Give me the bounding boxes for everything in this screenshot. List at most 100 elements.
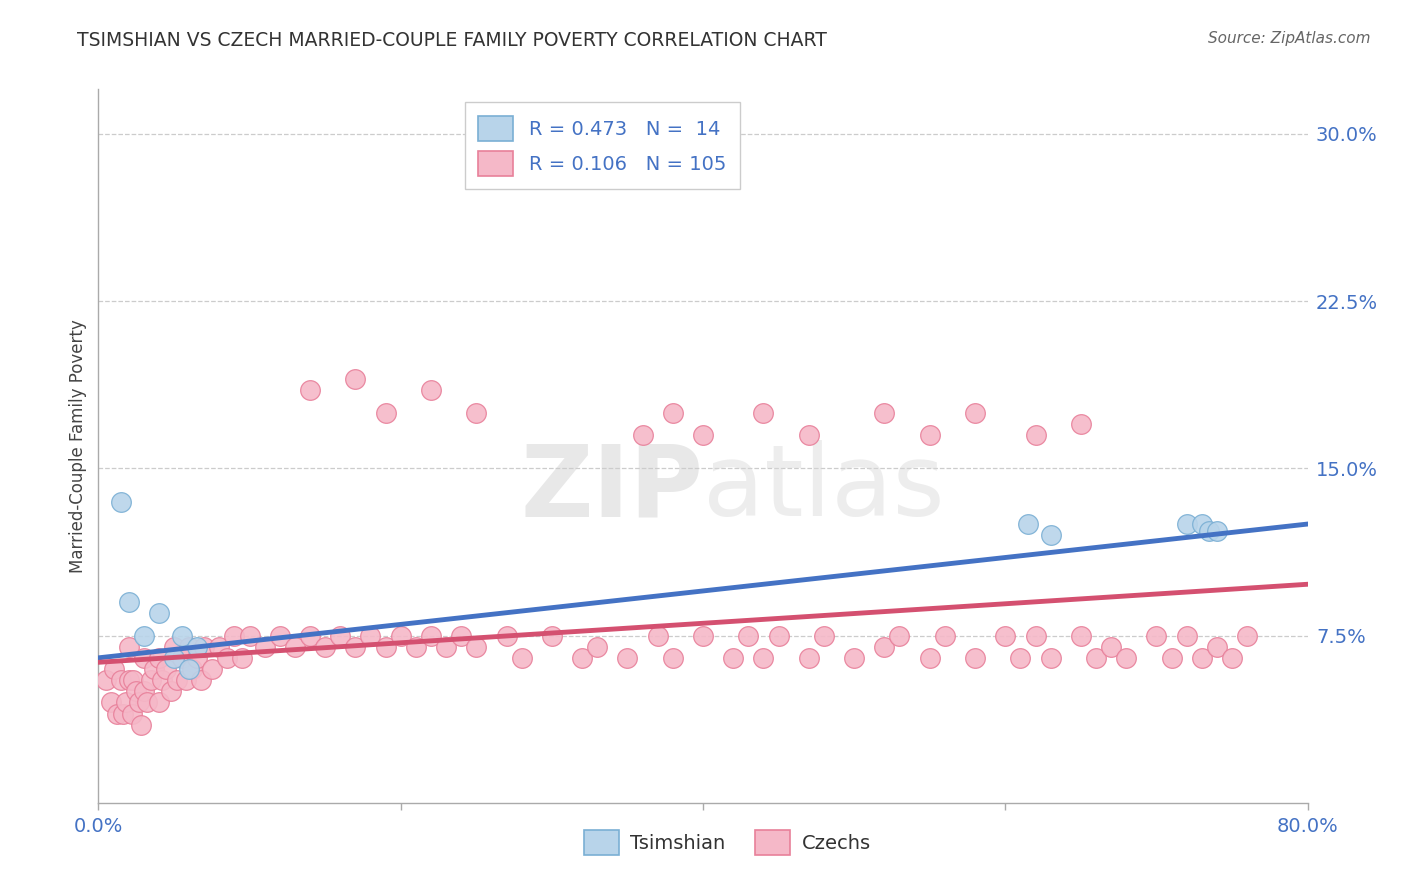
Y-axis label: Married-Couple Family Poverty: Married-Couple Family Poverty [69,319,87,573]
Point [110,494,132,508]
Point [374,640,396,654]
Point [434,640,457,654]
Point [737,628,759,642]
Point [179,662,201,676]
Point [105,706,128,721]
Point [873,405,896,419]
Point [179,640,201,654]
Point [661,405,683,419]
Point [1160,651,1182,665]
Point [692,427,714,442]
Point [148,607,170,621]
Point [692,628,714,642]
Point [148,651,170,665]
Point [190,673,212,687]
Point [420,384,443,398]
Point [118,673,141,687]
Point [813,628,835,642]
Point [231,651,253,665]
Point [465,640,488,654]
Point [1220,651,1243,665]
Point [118,595,141,609]
Point [510,651,533,665]
Point [129,717,152,731]
Point [752,651,775,665]
Point [128,696,150,710]
Point [284,640,307,654]
Point [208,640,231,654]
Point [797,651,820,665]
Point [155,662,177,676]
Point [135,696,157,710]
Point [1070,417,1092,431]
Point [329,628,352,642]
Point [148,696,170,710]
Point [1115,651,1137,665]
Point [571,651,593,665]
Point [132,628,155,642]
Point [314,640,336,654]
Point [1039,651,1062,665]
Point [1198,524,1220,538]
Point [465,405,488,419]
Point [1099,640,1122,654]
Point [170,628,193,642]
Point [768,628,790,642]
Point [1085,651,1108,665]
Point [586,640,609,654]
Point [1024,628,1046,642]
Point [118,640,141,654]
Point [193,640,215,654]
Point [965,405,987,419]
Point [374,405,396,419]
Point [299,384,322,398]
Point [114,696,136,710]
Point [344,640,367,654]
Point [1191,651,1213,665]
Point [405,640,427,654]
Point [160,684,183,698]
Point [965,651,987,665]
Point [269,628,291,642]
Point [752,405,775,419]
Point [647,628,669,642]
Point [1236,628,1258,642]
Point [1010,651,1032,665]
Point [122,673,145,687]
Point [103,662,125,676]
Legend: Tsimshian, Czechs: Tsimshian, Czechs [574,820,880,864]
Point [450,628,472,642]
Point [1070,628,1092,642]
Point [1175,516,1198,531]
Point [495,628,517,642]
Point [186,651,208,665]
Point [111,706,134,721]
Text: TSIMSHIAN VS CZECH MARRIED-COUPLE FAMILY POVERTY CORRELATION CHART: TSIMSHIAN VS CZECH MARRIED-COUPLE FAMILY… [77,31,827,50]
Point [215,651,238,665]
Point [1206,640,1229,654]
Point [934,628,956,642]
Point [100,696,122,710]
Text: ZIP: ZIP [520,441,703,537]
Point [132,651,155,665]
Point [239,628,262,642]
Point [181,662,204,676]
Point [797,427,820,442]
Point [889,628,911,642]
Point [723,651,745,665]
Point [994,628,1017,642]
Point [224,628,246,642]
Text: atlas: atlas [703,441,945,537]
Point [163,640,186,654]
Point [132,684,155,698]
Point [1017,516,1039,531]
Point [174,673,197,687]
Text: Source: ZipAtlas.com: Source: ZipAtlas.com [1208,31,1371,46]
Point [1206,524,1229,538]
Point [873,640,896,654]
Point [170,651,193,665]
Point [94,673,117,687]
Point [389,628,412,642]
Point [1175,628,1198,642]
Point [125,684,148,698]
